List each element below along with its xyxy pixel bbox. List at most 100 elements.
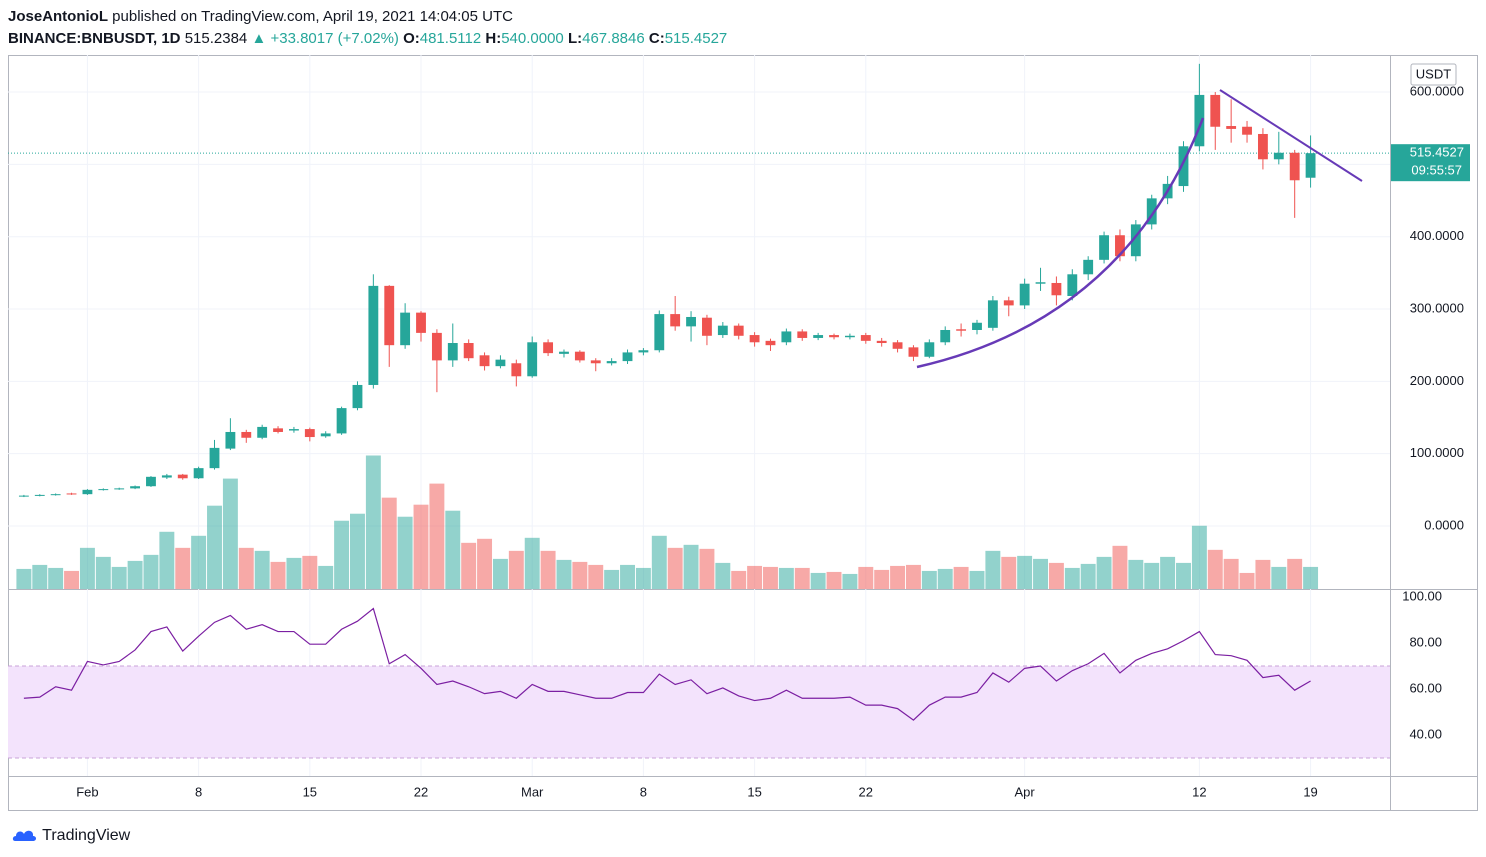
volume-bar xyxy=(207,505,222,589)
ohlc-label: L: xyxy=(567,30,583,47)
volume-bar xyxy=(699,548,715,589)
volume-bar xyxy=(1287,558,1303,589)
volume-bar xyxy=(32,564,48,589)
y-tick-label: 200.0000 xyxy=(1410,373,1464,388)
candle-body xyxy=(400,312,411,346)
candle-body xyxy=(273,428,283,432)
candle-body xyxy=(511,363,522,377)
candle-body xyxy=(670,314,681,327)
candle-body xyxy=(622,352,633,362)
candle-body xyxy=(304,429,315,438)
volume-bar xyxy=(635,567,651,589)
candle-body xyxy=(1083,259,1094,275)
candle-body xyxy=(193,468,204,479)
candle-body xyxy=(1257,133,1268,160)
volume-bar xyxy=(524,537,540,589)
volume-bar xyxy=(890,565,906,589)
volume-bar xyxy=(556,559,572,589)
candle-body xyxy=(177,474,188,479)
candle-body xyxy=(1003,300,1014,306)
candle-body xyxy=(98,489,109,491)
brand: TradingView xyxy=(42,827,131,844)
volume-bar xyxy=(270,561,286,589)
candle-body xyxy=(1099,235,1109,260)
ohlc-value: 515.4527 xyxy=(664,30,728,47)
candle-body xyxy=(527,342,538,377)
volume-bar xyxy=(1017,555,1033,589)
volume-bar xyxy=(1271,566,1287,589)
y-tick-label: 600.0000 xyxy=(1410,83,1464,98)
rsi-tick-label: 80.00 xyxy=(1409,634,1442,649)
logo-icon xyxy=(12,830,36,841)
volume-bar xyxy=(127,560,143,589)
volume-bar xyxy=(492,558,508,589)
candle-body xyxy=(34,494,45,496)
ohlc-value: 467.8846 xyxy=(582,30,645,47)
candle-body xyxy=(320,433,331,437)
candle-body xyxy=(1194,94,1205,147)
volume-bar xyxy=(1176,562,1191,589)
candle-body xyxy=(559,351,569,354)
candle-body xyxy=(1289,152,1300,181)
symbol: BINANCE:BNBUSDT, 1D xyxy=(8,30,181,47)
candle-body xyxy=(956,329,967,331)
x-tick-label: 15 xyxy=(303,784,317,799)
ohlc-label: C: xyxy=(648,30,665,47)
volume-bar xyxy=(1207,549,1223,589)
price-label: 515.4527 xyxy=(1410,145,1464,160)
volume-bar xyxy=(381,497,397,589)
volume-bar xyxy=(350,513,365,589)
candle-body xyxy=(225,431,236,449)
volume-bar xyxy=(731,570,747,589)
x-tick-label: 8 xyxy=(640,784,647,799)
volume-bar xyxy=(540,550,556,589)
volume-bar xyxy=(1033,558,1048,589)
y-tick-label: 300.0000 xyxy=(1410,300,1464,315)
volume-bar xyxy=(604,569,620,589)
currency-box xyxy=(1410,63,1457,86)
x-tick-label: 15 xyxy=(747,784,761,799)
volume-bar xyxy=(937,568,953,589)
candle-body xyxy=(1067,274,1078,296)
candle-body xyxy=(82,489,93,495)
volume-bar xyxy=(620,564,635,589)
volume-bar xyxy=(1048,562,1064,589)
arrow: ▲ xyxy=(251,30,267,47)
candle-body xyxy=(876,340,887,344)
x-tick-label: 22 xyxy=(859,784,873,799)
candle-body xyxy=(114,488,125,490)
ohlc-value: 540.0000 xyxy=(501,30,564,47)
volume-bar xyxy=(365,455,381,589)
published: published on TradingView.com, April 19, … xyxy=(112,8,513,25)
candle-body xyxy=(940,329,951,343)
volume-bar xyxy=(1128,559,1144,589)
volume-bar xyxy=(842,573,858,589)
candle-body xyxy=(1226,126,1237,129)
volume-bar xyxy=(953,566,969,589)
candle-body xyxy=(702,317,712,336)
x-tick-label: 12 xyxy=(1192,784,1206,799)
volume-bar xyxy=(1239,572,1255,589)
candle-body xyxy=(146,476,156,487)
logo: TradingView xyxy=(12,822,130,845)
volume-bar xyxy=(1001,556,1017,589)
candle-body xyxy=(384,285,395,346)
publish-line: JoseAntonioL published on TradingView.co… xyxy=(8,6,727,28)
author: JoseAntonioL xyxy=(8,8,108,25)
rsi-tick-label: 60.00 xyxy=(1409,680,1442,695)
volume-bar xyxy=(1112,545,1128,589)
trend-line xyxy=(1219,89,1363,182)
candle-body xyxy=(352,384,363,409)
x-tick-label: 19 xyxy=(1303,784,1317,799)
candle-body xyxy=(463,343,474,359)
x-tick-label: 8 xyxy=(195,784,202,799)
candle-body xyxy=(1242,126,1252,135)
candle-body xyxy=(66,493,77,495)
candle-body xyxy=(749,335,760,343)
candle-body xyxy=(1115,235,1125,257)
volume-bar xyxy=(95,556,111,589)
x-tick-label: Feb xyxy=(76,784,98,799)
volume-bar xyxy=(572,561,588,589)
candle-body xyxy=(733,325,744,336)
candle-body xyxy=(130,486,141,489)
